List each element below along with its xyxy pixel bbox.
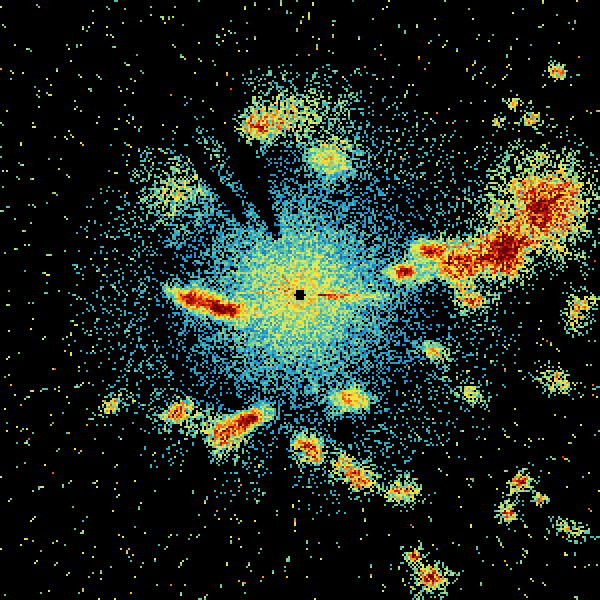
- radar-reflectivity-canvas: [0, 0, 600, 600]
- radar-display: Weather radar reflectivity plan-position…: [0, 0, 600, 600]
